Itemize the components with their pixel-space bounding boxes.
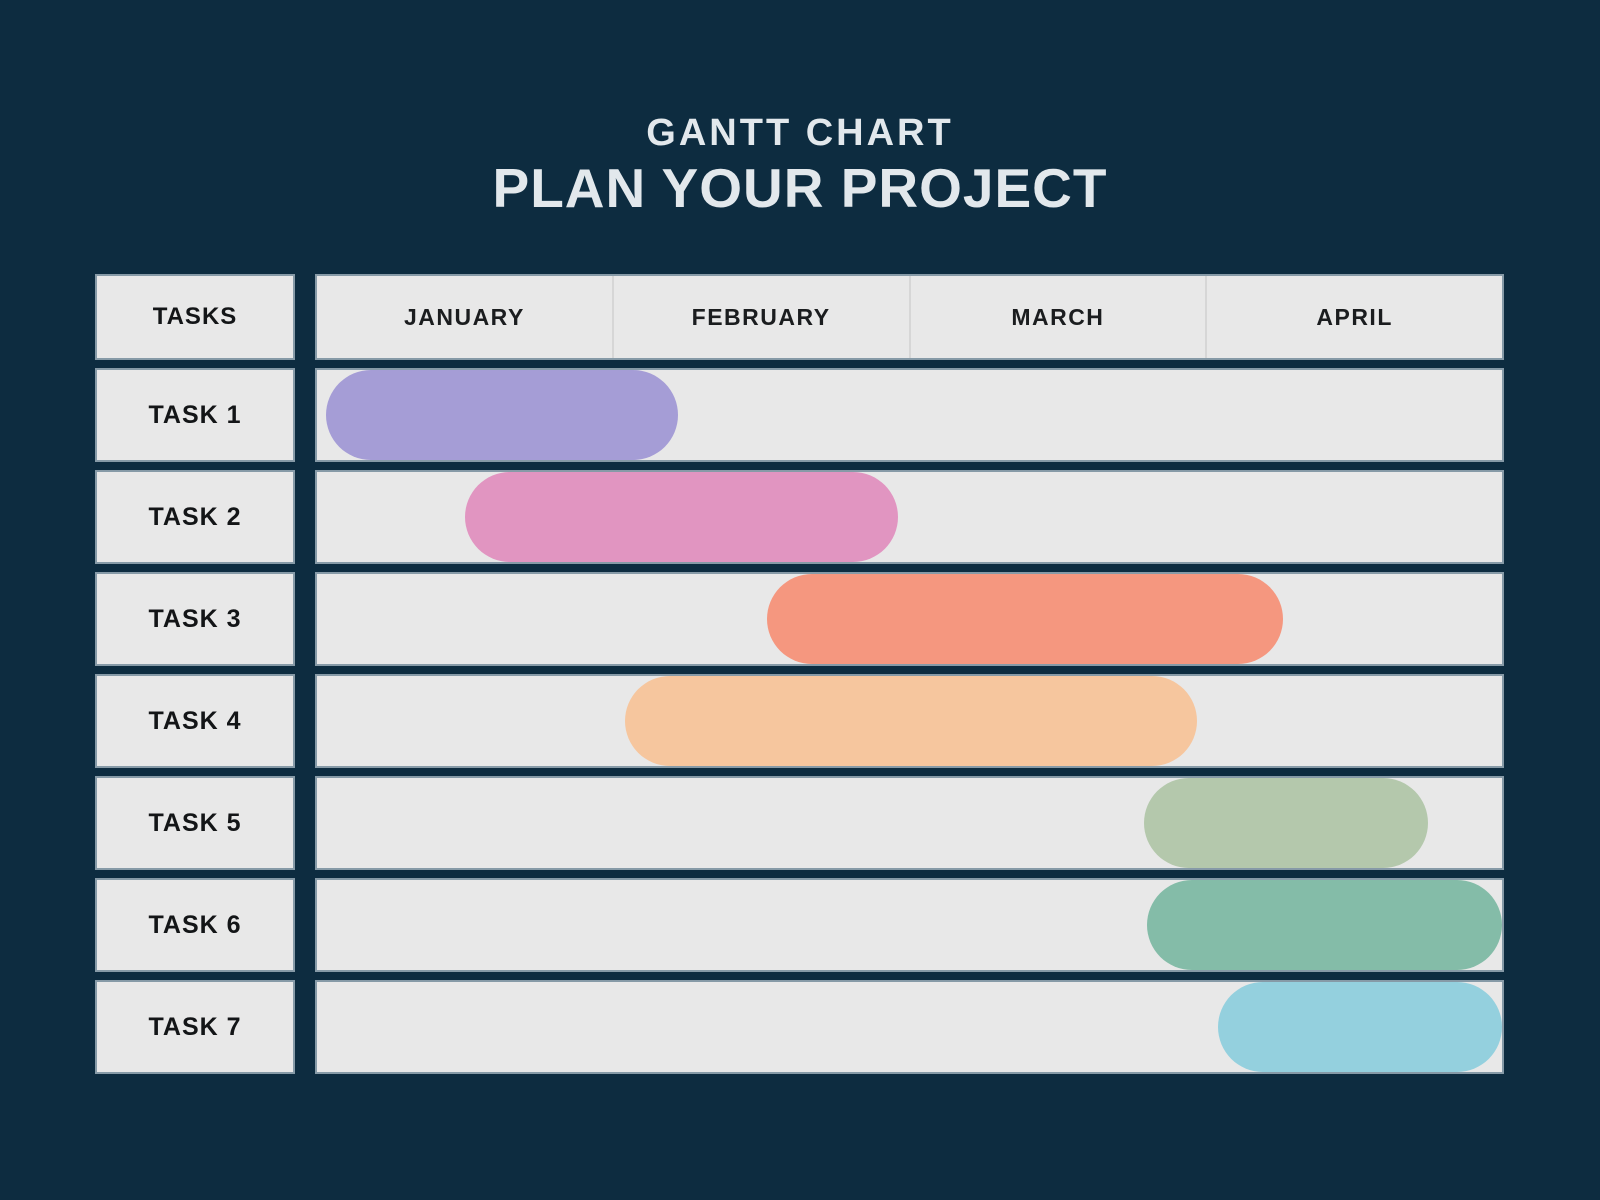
task-track-3 — [317, 574, 1502, 664]
task-bar-7 — [1217, 982, 1502, 1072]
task-label-1: TASK 1 — [97, 370, 293, 460]
task-track-5 — [317, 778, 1502, 868]
header-row: TASKS JANUARY FEBRUARY MARCH APRIL — [97, 276, 1502, 358]
month-header-february: FEBRUARY — [611, 276, 909, 358]
task-track-7 — [317, 982, 1502, 1072]
chart-title: GANTT CHART — [646, 112, 954, 154]
task-row-7: TASK 7 — [97, 982, 1502, 1072]
task-row-5: TASK 5 — [97, 778, 1502, 868]
task-label-2: TASK 2 — [97, 472, 293, 562]
task-label-5: TASK 5 — [97, 778, 293, 868]
month-header-april: APRIL — [1205, 276, 1502, 358]
task-row-2: TASK 2 — [97, 472, 1502, 562]
task-bar-4 — [625, 676, 1197, 766]
task-track-6 — [317, 880, 1502, 970]
tasks-header-cell: TASKS — [97, 276, 293, 358]
task-track-4 — [317, 676, 1502, 766]
gantt-table: TASKS JANUARY FEBRUARY MARCH APRIL TASK … — [97, 276, 1502, 1072]
title-block: GANTT CHART PLAN YOUR PROJECT — [0, 110, 1600, 220]
month-header-march: MARCH — [908, 276, 1206, 358]
task-row-3: TASK 3 — [97, 574, 1502, 664]
task-label-7: TASK 7 — [97, 982, 293, 1072]
task-track-2 — [317, 472, 1502, 562]
task-bar-6 — [1146, 880, 1502, 970]
task-label-4: TASK 4 — [97, 676, 293, 766]
task-label-3: TASK 3 — [97, 574, 293, 664]
month-header-january: JANUARY — [403, 303, 525, 330]
task-bar-3 — [767, 574, 1283, 664]
task-row-4: TASK 4 — [97, 676, 1502, 766]
task-row-6: TASK 6 — [97, 880, 1502, 970]
task-track-1 — [317, 370, 1502, 460]
task-bar-1 — [325, 370, 679, 460]
task-label-6: TASK 6 — [97, 880, 293, 970]
months-header-strip: JANUARY FEBRUARY MARCH APRIL — [317, 276, 1502, 358]
task-bar-5 — [1143, 778, 1428, 868]
chart-subtitle: PLAN YOUR PROJECT — [492, 157, 1108, 219]
task-bar-2 — [465, 472, 898, 562]
task-row-1: TASK 1 — [97, 370, 1502, 460]
